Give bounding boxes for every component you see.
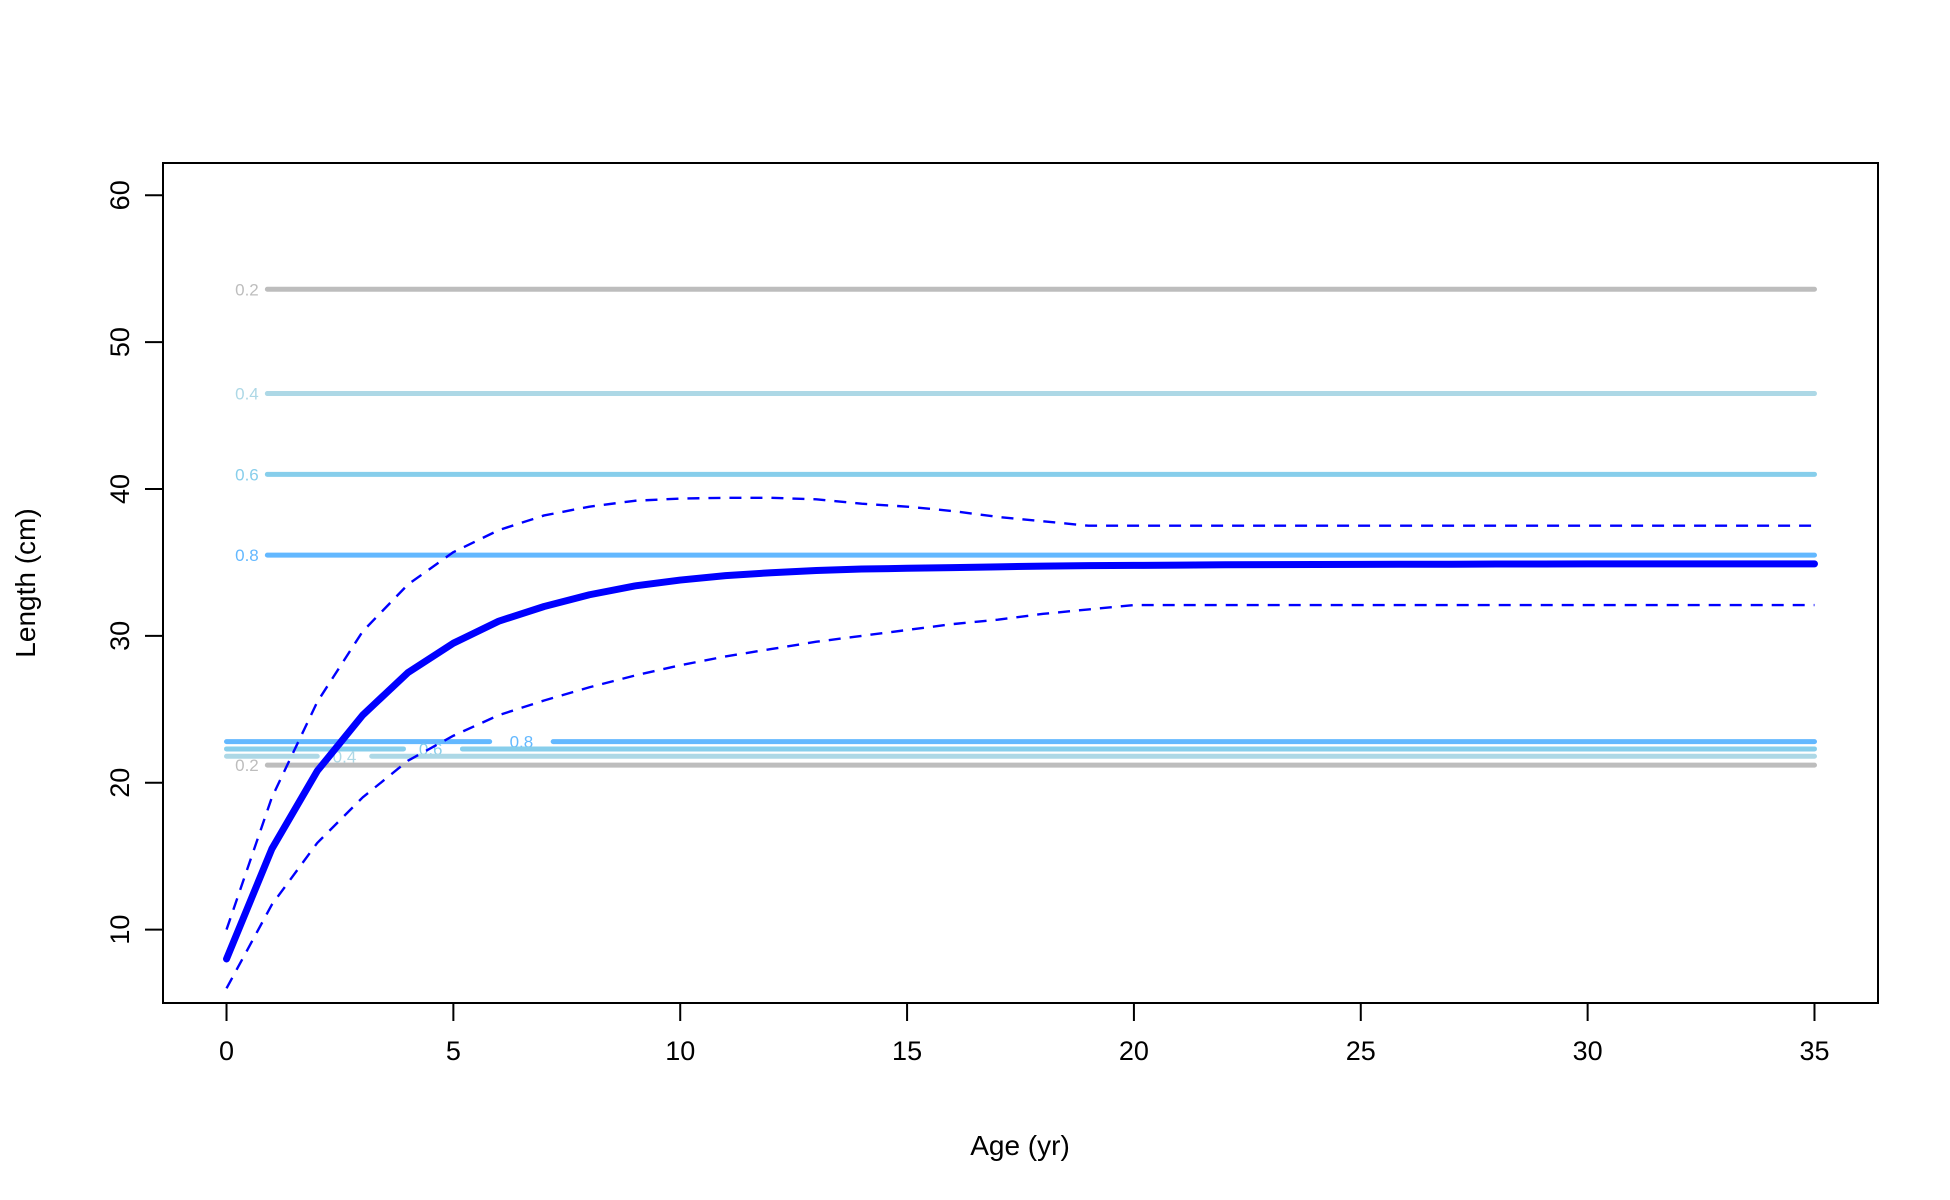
contour-label-2: 0.6 <box>235 465 259 484</box>
x-axis-title: Age (yr) <box>970 1130 1070 1161</box>
contour-lines: 0.20.40.60.80.80.60.40.2 <box>224 280 1817 775</box>
y-axis: 10 20 30 40 50 60 <box>105 180 164 945</box>
y-tick-label-50: 50 <box>105 327 135 357</box>
x-tick-label-0: 0 <box>219 1036 234 1066</box>
y-tick-label-60: 60 <box>105 180 135 210</box>
x-tick-label-30: 30 <box>1573 1036 1603 1066</box>
x-tick-label-10: 10 <box>665 1036 695 1066</box>
series-upper-line <box>225 496 1815 930</box>
x-tick-label-35: 35 <box>1799 1036 1829 1066</box>
contour-label-7: 0.2 <box>235 756 259 775</box>
y-tick-label-20: 20 <box>105 768 135 798</box>
series-mean-line <box>223 560 1818 963</box>
x-tick-label-15: 15 <box>892 1036 922 1066</box>
series-lower-line <box>225 603 1815 989</box>
contour-label-1: 0.4 <box>235 385 259 404</box>
y-tick-label-40: 40 <box>105 474 135 504</box>
x-tick-label-5: 5 <box>446 1036 461 1066</box>
y-tick-label-10: 10 <box>105 915 135 945</box>
growth-series <box>223 496 1818 989</box>
x-axis: 0 5 10 15 20 25 30 35 <box>219 1002 1830 1066</box>
x-tick-label-20: 20 <box>1119 1036 1149 1066</box>
y-axis-title: Length (cm) <box>10 508 41 657</box>
x-tick-label-25: 25 <box>1346 1036 1376 1066</box>
contour-label-6: 0.4 <box>333 747 357 766</box>
contour-label-3: 0.8 <box>235 546 259 565</box>
contour-label-0: 0.2 <box>235 280 259 299</box>
y-tick-label-30: 30 <box>105 621 135 651</box>
